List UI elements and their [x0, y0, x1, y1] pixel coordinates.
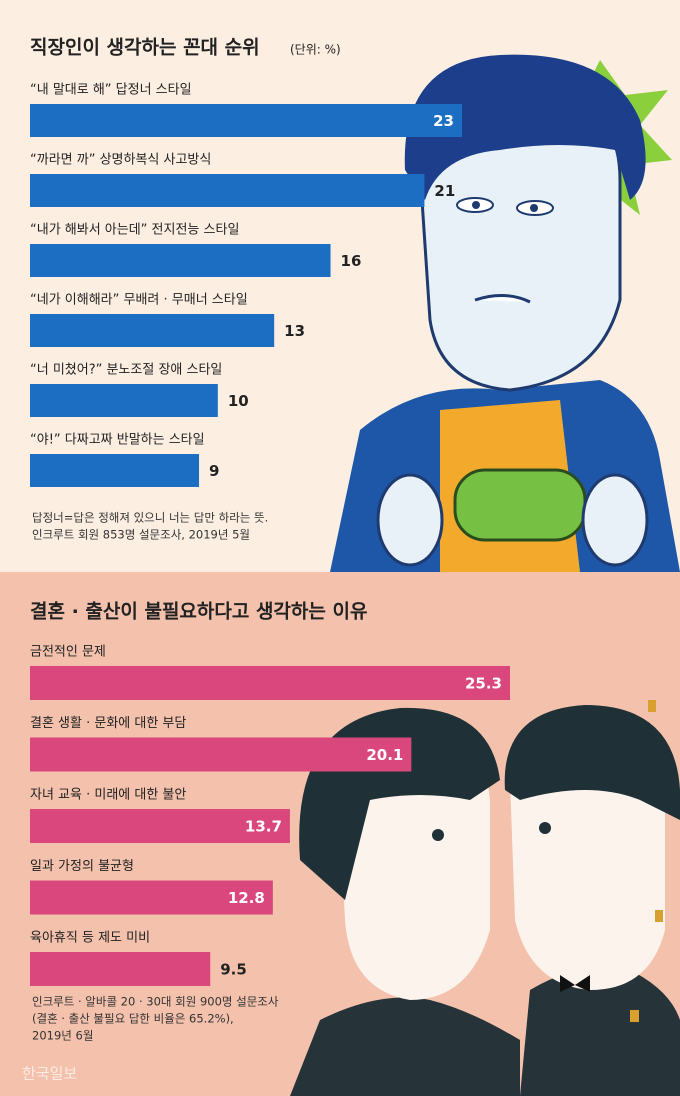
value-label: 9: [209, 462, 219, 480]
bar: [30, 174, 425, 207]
bar: [30, 666, 510, 700]
category-label: 결혼 생활 · 문화에 대한 부담: [30, 716, 186, 731]
bar: [30, 384, 218, 417]
bar: [30, 104, 462, 137]
couple-illustration: [290, 700, 680, 1096]
category-label: “내가 해봐서 아는데” 전지전능 스타일: [30, 223, 239, 238]
man-illustration: [330, 54, 680, 572]
value-label: 12.8: [228, 889, 265, 907]
value-label: 10: [228, 392, 249, 410]
unit-label: (단위: %): [290, 43, 341, 57]
watermark: 한국일보: [22, 1065, 77, 1083]
category-label: 일과 가정의 불균형: [30, 859, 134, 874]
category-label: “너 미쳤어?” 분노조절 장애 스타일: [30, 363, 222, 378]
category-label: 육아휴직 등 제도 미비: [30, 931, 150, 946]
value-label: 25.3: [465, 675, 502, 693]
bar: [30, 244, 331, 277]
bar: [30, 809, 290, 843]
note: 답정너=답은 정해져 있으니 너는 답만 하라는 뜻.: [32, 511, 268, 525]
note: 2019년 6월: [32, 1029, 93, 1043]
bar: [30, 880, 273, 915]
bar: [30, 314, 275, 347]
value-label: 13.7: [245, 818, 282, 836]
bar: [30, 952, 211, 986]
note: 인크루트 회원 853명 설문조사, 2019년 5월: [32, 528, 250, 542]
bar: [30, 454, 200, 487]
category-label: “야!” 다짜고짜 반말하는 스타일: [30, 433, 205, 448]
category-label: 자녀 교육 · 미래에 대한 불안: [30, 788, 186, 803]
chart-title: 결혼 · 출산이 불필요하다고 생각하는 이유: [30, 600, 367, 623]
value-label: 16: [341, 252, 362, 270]
category-label: “까라면 까” 상명하복식 사고방식: [30, 153, 211, 168]
bar: [30, 737, 412, 772]
value-label: 23: [433, 112, 454, 130]
category-label: “네가 이해해라” 무배려 · 무매너 스타일: [30, 293, 248, 308]
value-label: 21: [434, 182, 455, 200]
category-label: 금전적인 문제: [30, 645, 106, 660]
category-label: “내 말대로 해” 답정너 스타일: [30, 83, 192, 98]
value-label: 9.5: [220, 961, 247, 979]
value-label: 20.1: [366, 746, 403, 764]
note: (결혼 · 출산 불필요 답한 비율은 65.2%),: [32, 1012, 234, 1026]
note: 인크루트 · 알바콜 20 · 30대 회원 900명 설문조사: [32, 995, 279, 1009]
chart-title: 직장인이 생각하는 꼰대 순위: [30, 37, 260, 59]
value-label: 13: [284, 322, 305, 340]
